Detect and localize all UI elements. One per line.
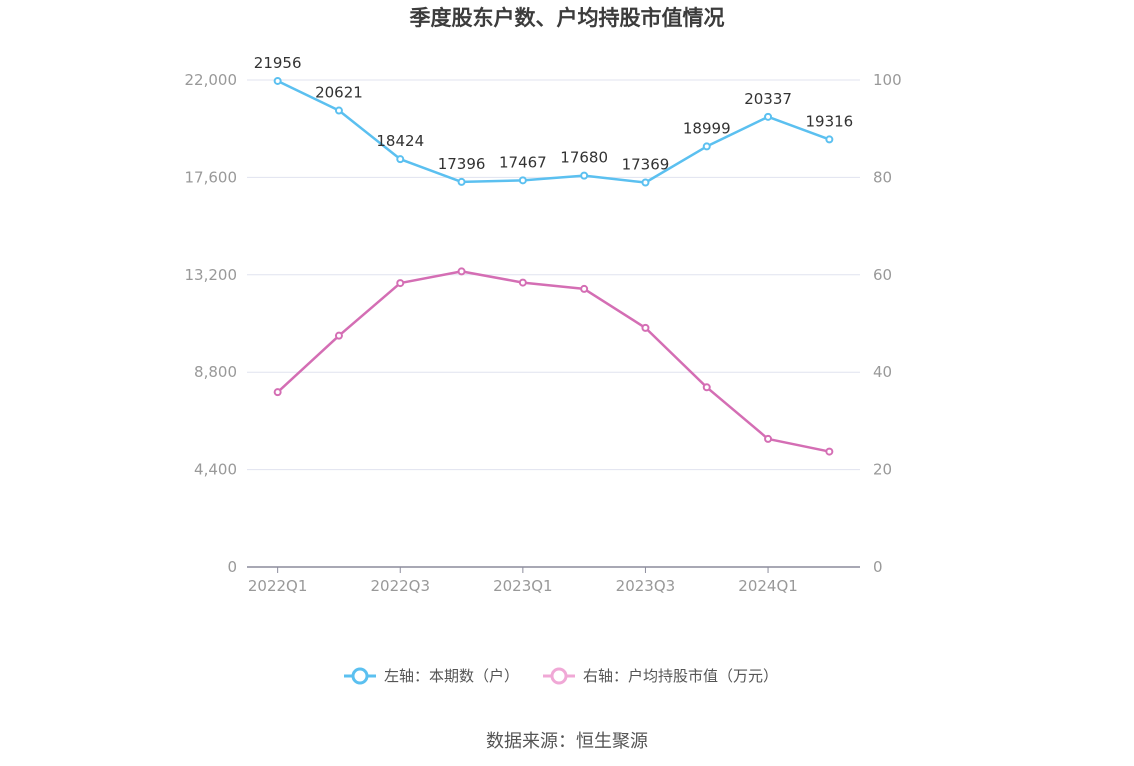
- x-tick-label: 2022Q1: [248, 577, 308, 595]
- point-market-value: [580, 284, 589, 293]
- y-right-tick-label: 40: [873, 363, 892, 381]
- data-label: 21956: [254, 54, 302, 72]
- y-right-tick-label: 60: [873, 266, 892, 284]
- point-holders: [334, 106, 343, 115]
- series-line-holders: [277, 79, 830, 184]
- y-left-tick-label: 8,800: [194, 363, 237, 381]
- x-tick-label: 2023Q1: [493, 577, 553, 595]
- point-holders: [518, 176, 527, 185]
- point-holders: [641, 178, 650, 187]
- point-holders: [702, 142, 711, 151]
- x-tick-label: 2023Q3: [616, 577, 676, 595]
- data-label: 17369: [622, 156, 670, 174]
- y-left-tick-label: 4,400: [194, 461, 237, 479]
- y-left-tick-label: 13,200: [185, 266, 238, 284]
- data-label: 17396: [438, 155, 486, 173]
- point-market-value: [825, 447, 834, 456]
- legend-marker-right: [550, 667, 568, 685]
- legend-label-left: 左轴：本期数（户）: [384, 667, 519, 685]
- point-market-value: [764, 434, 773, 443]
- point-market-value: [641, 323, 650, 332]
- point-market-value: [457, 267, 466, 276]
- y-right-tick-label: 20: [873, 461, 892, 479]
- y-right-tick-label: 0: [873, 558, 883, 576]
- point-market-value: [396, 279, 405, 288]
- point-holders: [764, 112, 773, 121]
- series-line-market-value: [276, 270, 830, 453]
- point-holders: [457, 177, 466, 186]
- y-right-tick-label: 80: [873, 168, 892, 186]
- point-market-value: [518, 278, 527, 287]
- data-labels: 21956 20621 18424 17396 17467 17680 17369 18999…: [254, 54, 853, 174]
- y-left-tick-label: 22,000: [185, 71, 238, 89]
- y-left-tick-label: 17,600: [185, 168, 238, 186]
- point-market-value: [334, 331, 343, 340]
- point-holders: [825, 135, 834, 144]
- legend-label-right: 右轴：户均持股市值（万元）: [583, 667, 778, 685]
- point-holders: [580, 171, 589, 180]
- legend-item-right-axis[interactable]: 右轴：户均持股市值（万元）: [543, 667, 778, 685]
- legend-marker-left: [351, 667, 369, 685]
- grid: [247, 79, 860, 471]
- chart-title: 季度股东户数、户均持股市值情况: [410, 6, 725, 30]
- data-label: 20337: [744, 90, 792, 108]
- y-left-tick-label: 0: [227, 558, 237, 576]
- legend-item-left-axis[interactable]: 左轴：本期数（户）: [344, 667, 519, 685]
- x-tick-label: 2024Q1: [738, 577, 798, 595]
- point-market-value: [702, 383, 711, 392]
- legend[interactable]: 左轴：本期数（户） 右轴：户均持股市值（万元）: [344, 667, 778, 685]
- series: [273, 76, 834, 456]
- x-tick-label: 2022Q3: [370, 577, 430, 595]
- source-note: 数据来源：恒生聚源: [486, 731, 648, 752]
- data-label: 20621: [315, 84, 363, 102]
- data-label: 19316: [805, 112, 853, 130]
- data-label: 17467: [499, 153, 547, 171]
- data-label: 18424: [376, 132, 424, 150]
- point-holders: [396, 155, 405, 164]
- data-label: 17680: [560, 149, 608, 167]
- point-market-value: [273, 388, 282, 397]
- y-right-tick-label: 100: [873, 71, 902, 89]
- point-holders: [273, 76, 282, 85]
- data-label: 18999: [683, 119, 731, 137]
- axes: 0 0 4,400 20 8,800 40 13,200 60 17,600 80 22,000 10…: [185, 71, 902, 595]
